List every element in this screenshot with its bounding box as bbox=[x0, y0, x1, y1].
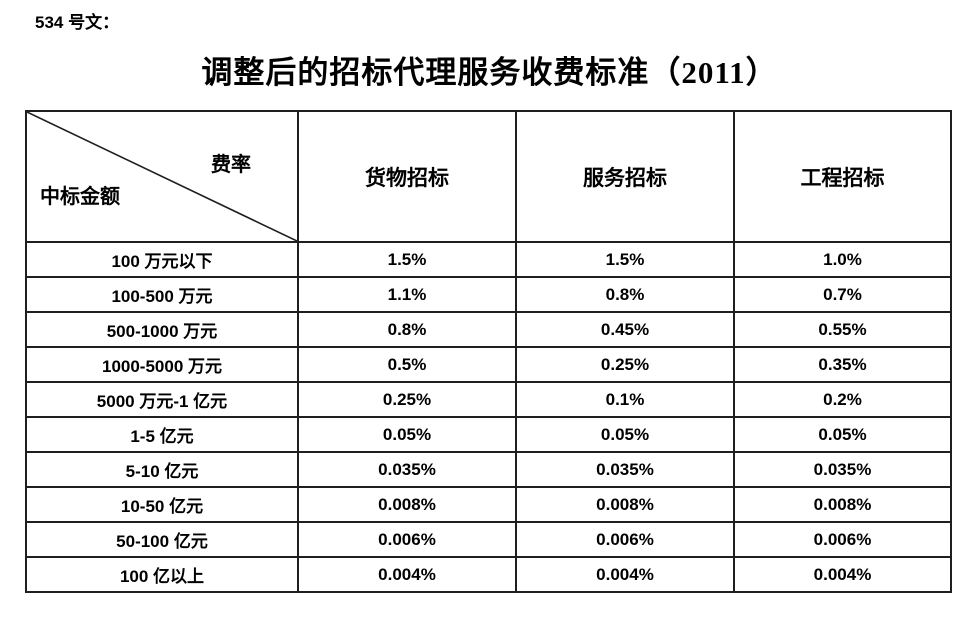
amount-cell: 1000-5000 万元 bbox=[25, 346, 299, 383]
rate-cell: 0.035% bbox=[515, 451, 735, 488]
document-number-label: 534 号文： bbox=[35, 13, 120, 32]
rate-cell: 0.55% bbox=[733, 311, 952, 348]
rate-cell: 0.006% bbox=[733, 521, 952, 558]
amount-cell: 100 亿以上 bbox=[25, 556, 299, 593]
rate-cell: 0.004% bbox=[297, 556, 517, 593]
rate-cell: 1.1% bbox=[297, 276, 517, 313]
rate-cell: 0.035% bbox=[297, 451, 517, 488]
rate-cell: 0.004% bbox=[733, 556, 952, 593]
table-row: 5000 万元-1 亿元 0.25% 0.1% 0.2% bbox=[25, 381, 952, 418]
corner-label-amount: 中标金额 bbox=[40, 186, 120, 208]
column-header-services: 服务招标 bbox=[515, 110, 735, 243]
table-row: 5-10 亿元 0.035% 0.035% 0.035% bbox=[25, 451, 952, 488]
fee-rate-table: 费率 中标金额 货物招标 服务招标 工程招标 100 万元以下 1.5% 1.5… bbox=[25, 110, 952, 593]
corner-cell: 费率 中标金额 bbox=[25, 110, 299, 243]
diagonal-divider-line bbox=[27, 112, 297, 241]
rate-cell: 0.006% bbox=[515, 521, 735, 558]
rate-cell: 0.45% bbox=[515, 311, 735, 348]
corner-label-rate: 费率 bbox=[211, 154, 251, 176]
page-title: 调整后的招标代理服务收费标准（2011） bbox=[201, 55, 778, 90]
rate-cell: 0.008% bbox=[515, 486, 735, 523]
rate-cell: 0.05% bbox=[515, 416, 735, 453]
rate-cell: 0.05% bbox=[733, 416, 952, 453]
table-row: 100-500 万元 1.1% 0.8% 0.7% bbox=[25, 276, 952, 313]
amount-cell: 10-50 亿元 bbox=[25, 486, 299, 523]
table-row: 50-100 亿元 0.006% 0.006% 0.006% bbox=[25, 521, 952, 558]
rate-cell: 0.035% bbox=[733, 451, 952, 488]
table-header-row: 费率 中标金额 货物招标 服务招标 工程招标 bbox=[25, 110, 952, 243]
rate-cell: 1.5% bbox=[297, 241, 517, 278]
amount-cell: 1-5 亿元 bbox=[25, 416, 299, 453]
table-row: 1-5 亿元 0.05% 0.05% 0.05% bbox=[25, 416, 952, 453]
rate-cell: 0.008% bbox=[733, 486, 952, 523]
rate-cell: 0.05% bbox=[297, 416, 517, 453]
amount-cell: 50-100 亿元 bbox=[25, 521, 299, 558]
table-row: 1000-5000 万元 0.5% 0.25% 0.35% bbox=[25, 346, 952, 383]
column-header-goods: 货物招标 bbox=[297, 110, 517, 243]
rate-cell: 0.8% bbox=[297, 311, 517, 348]
rate-cell: 0.2% bbox=[733, 381, 952, 418]
rate-cell: 1.5% bbox=[515, 241, 735, 278]
table-row: 100 万元以下 1.5% 1.5% 1.0% bbox=[25, 241, 952, 278]
amount-cell: 100-500 万元 bbox=[25, 276, 299, 313]
amount-cell: 5-10 亿元 bbox=[25, 451, 299, 488]
rate-cell: 0.008% bbox=[297, 486, 517, 523]
rate-cell: 0.7% bbox=[733, 276, 952, 313]
rate-cell: 1.0% bbox=[733, 241, 952, 278]
rate-cell: 0.006% bbox=[297, 521, 517, 558]
amount-cell: 500-1000 万元 bbox=[25, 311, 299, 348]
table-row: 500-1000 万元 0.8% 0.45% 0.55% bbox=[25, 311, 952, 348]
rate-cell: 0.35% bbox=[733, 346, 952, 383]
column-header-engineering: 工程招标 bbox=[733, 110, 952, 243]
amount-cell: 100 万元以下 bbox=[25, 241, 299, 278]
rate-cell: 0.004% bbox=[515, 556, 735, 593]
rate-cell: 0.25% bbox=[515, 346, 735, 383]
table-row: 100 亿以上 0.004% 0.004% 0.004% bbox=[25, 556, 952, 593]
rate-cell: 0.1% bbox=[515, 381, 735, 418]
table-row: 10-50 亿元 0.008% 0.008% 0.008% bbox=[25, 486, 952, 523]
rate-cell: 0.8% bbox=[515, 276, 735, 313]
amount-cell: 5000 万元-1 亿元 bbox=[25, 381, 299, 418]
rate-cell: 0.25% bbox=[297, 381, 517, 418]
rate-cell: 0.5% bbox=[297, 346, 517, 383]
